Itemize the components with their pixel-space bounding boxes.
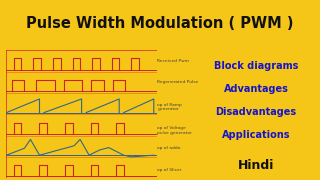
Text: Applications: Applications <box>222 130 290 140</box>
Text: op of Slicer: op of Slicer <box>157 168 182 172</box>
Text: Advantages: Advantages <box>224 84 288 94</box>
Text: op of Ramp
generator: op of Ramp generator <box>157 103 182 111</box>
Text: Regenerated Pulse: Regenerated Pulse <box>157 80 199 84</box>
Text: Pulse Width Modulation ( PWM ): Pulse Width Modulation ( PWM ) <box>26 16 294 31</box>
Text: op of addo: op of addo <box>157 146 181 150</box>
Text: Hindi: Hindi <box>238 159 274 172</box>
Text: Received Pwm: Received Pwm <box>157 59 189 63</box>
Text: Disadvantages: Disadvantages <box>215 107 297 117</box>
Text: op of Voltage
pulse generator: op of Voltage pulse generator <box>157 126 192 135</box>
Text: Block diagrams: Block diagrams <box>214 61 298 71</box>
